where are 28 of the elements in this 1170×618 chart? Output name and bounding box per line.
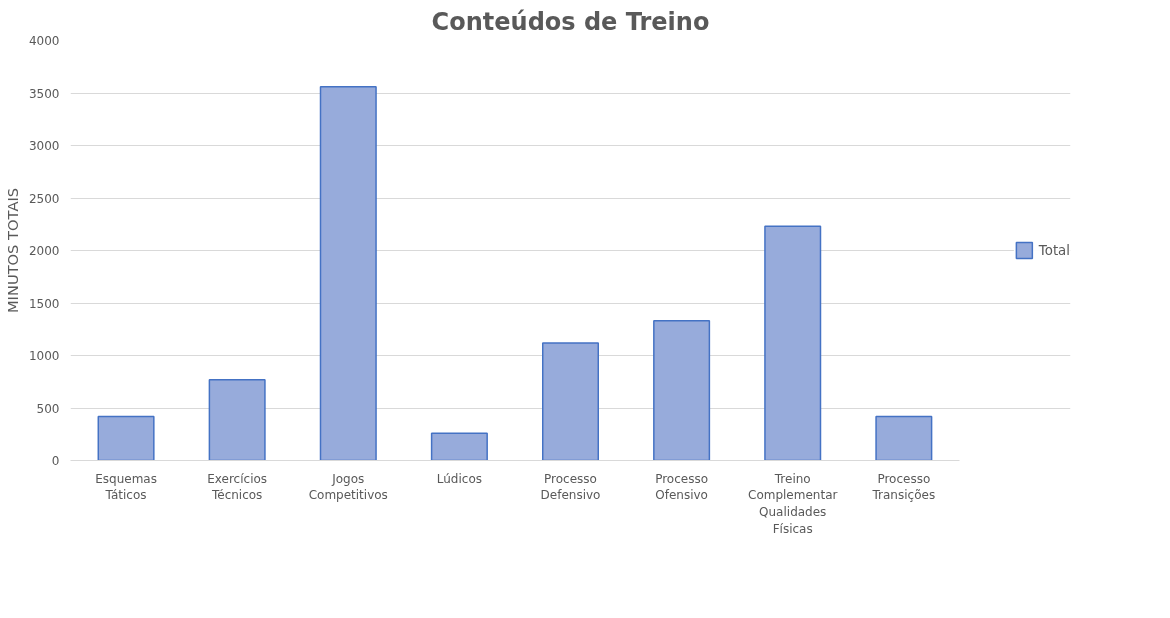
x-tick-label: Processo Transições [871,471,936,503]
x-tick-label: Processo Defensivo [540,471,601,503]
y-tick-label: 4000 [28,34,60,48]
y-tick-label: 2500 [28,191,60,206]
bar [97,415,155,461]
bar [430,432,488,461]
x-tick-label: Exercícios Técnicos [207,471,268,503]
x-tick-label: Processo Ofensivo [655,471,709,503]
legend-label: Total [1038,242,1070,258]
chart-title: Conteúdos de Treino [431,7,710,36]
x-tick-label: Jogos Competitivos [308,471,388,503]
y-tick-label: 500 [36,401,60,416]
x-tick-label: Treino Complementar Qualidades Físicas [748,471,838,536]
y-axis-title: MINUTOS TOTAIS [3,187,21,314]
y-tick-label: 0 [51,454,60,468]
x-tick-label: Esquemas Táticos [95,471,157,503]
bar [319,85,377,461]
bar [875,415,933,461]
bar [653,320,711,461]
y-tick-label: 3000 [28,139,60,153]
y-tick-label: 1000 [28,349,60,363]
y-tick-label: 2000 [28,244,60,258]
bar [208,378,266,461]
y-tick-label: 3500 [28,86,60,101]
bar [541,342,600,461]
x-tick-label: Lúdicos [436,471,483,486]
bar [764,225,822,461]
y-tick-label: 1500 [28,296,60,311]
